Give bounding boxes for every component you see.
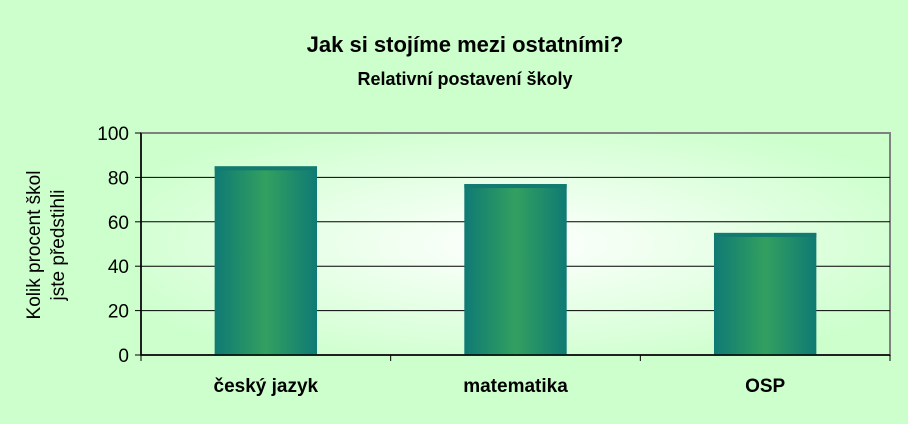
y-tick-label: 80: [108, 168, 129, 189]
x-tick-label: OSP: [745, 376, 785, 397]
bar: [713, 232, 817, 355]
y-axis: 0 20 40 60 80 100: [97, 124, 142, 367]
y-tick-label: 40: [108, 257, 129, 278]
y-tick-label: 0: [118, 346, 129, 367]
y-tick-label: 60: [108, 213, 129, 234]
bar-top-edge: [713, 232, 817, 237]
x-tick-label: český jazyk: [214, 376, 319, 397]
bar-top-edge: [214, 166, 318, 171]
x-tick-label: matematika: [463, 376, 568, 397]
bar: [464, 184, 567, 355]
y-axis-label-line-2: jste předstihli: [48, 190, 69, 302]
chart-title: Jak si stojíme mezi ostatními?: [307, 32, 624, 57]
bar-top-edge: [464, 184, 567, 189]
bars: [214, 166, 817, 355]
y-axis-label-line-1: Kolik procent škol: [24, 171, 45, 320]
y-tick-label: 100: [97, 124, 129, 145]
chart-subtitle: Relativní postavení školy: [357, 69, 572, 89]
bar: [214, 166, 318, 355]
y-tick-label: 20: [108, 302, 129, 323]
x-axis: český jazyk matematika OSP: [140, 354, 891, 397]
y-axis-label: Kolik procent škol jste předstihli: [24, 171, 69, 320]
